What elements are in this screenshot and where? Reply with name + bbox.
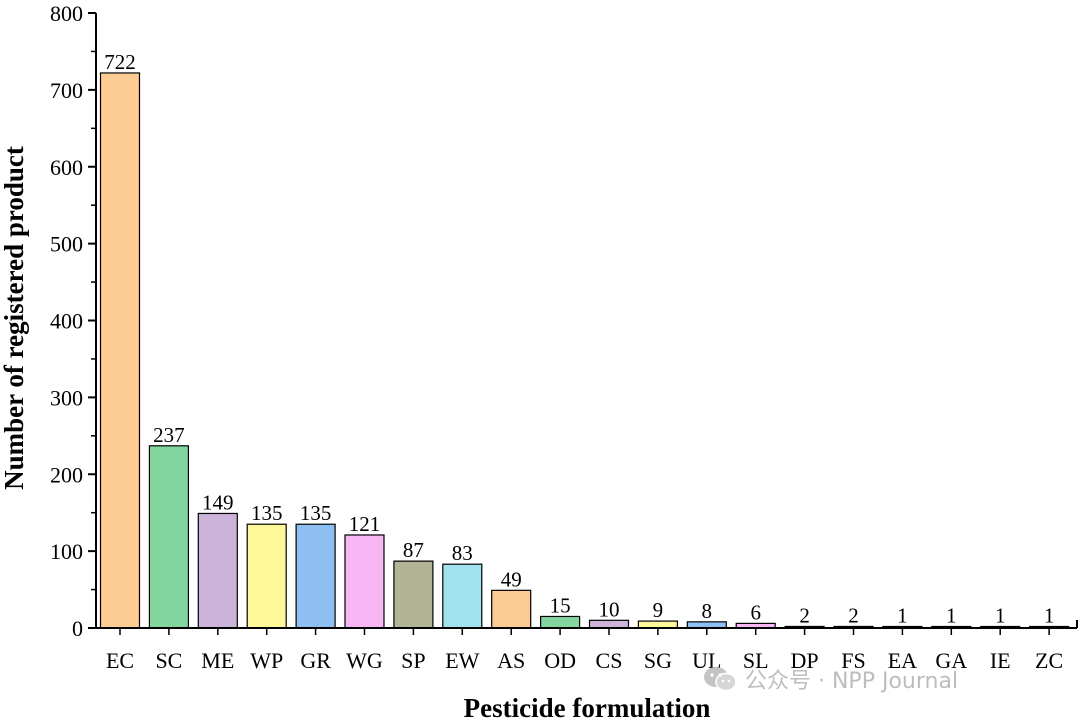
bar-sc <box>148 445 189 629</box>
bar-gr <box>295 523 336 629</box>
x-tick-label-cs: CS <box>596 648 623 673</box>
y-tick-label: 0 <box>72 616 83 641</box>
x-tick-label-ec: EC <box>106 648 134 673</box>
y-tick-label: 500 <box>50 232 83 257</box>
x-tick-label-wg: WG <box>346 648 383 673</box>
x-tick-label-od: OD <box>544 648 576 673</box>
value-label-wp: 135 <box>251 501 283 525</box>
x-tick-label-ew: EW <box>445 648 479 673</box>
x-tick-label-ea: EA <box>888 648 917 673</box>
y-tick-label: 700 <box>50 78 83 103</box>
x-tick-label-sc: SC <box>155 648 182 673</box>
x-tick-label-ie: IE <box>990 648 1011 673</box>
wechat-icon <box>704 667 737 692</box>
value-label-sp: 87 <box>403 538 424 562</box>
value-labels-group: 722 237 149 135 135 121 87 83 49 15 10 9 8 6 2 2 1 1 1 1 <box>104 50 1054 628</box>
x-tick-label-as: AS <box>497 648 525 673</box>
value-label-sc: 237 <box>153 423 185 447</box>
bar-ec <box>99 72 141 629</box>
y-tick-label: 300 <box>50 385 83 410</box>
value-label-ul: 8 <box>702 599 713 623</box>
y-tick-label: 100 <box>50 539 83 564</box>
x-axis-title: Pesticide formulation <box>464 693 711 721</box>
bar-ew <box>442 563 483 629</box>
watermark: 公众号 · NPP Journal <box>703 663 958 695</box>
bar-wg <box>344 534 385 629</box>
bar-as <box>491 589 532 629</box>
value-label-sg: 9 <box>653 598 664 622</box>
value-label-me: 149 <box>202 490 234 514</box>
bar-cs <box>588 619 630 629</box>
value-label-as: 49 <box>501 567 522 591</box>
y-tick-label: 200 <box>50 462 83 487</box>
value-label-ga: 1 <box>946 604 957 628</box>
value-label-cs: 10 <box>599 597 620 621</box>
x-tick-label-fs: FS <box>841 648 865 673</box>
y-axis-title: Number of registered product <box>0 146 29 490</box>
value-label-sl: 6 <box>750 600 761 624</box>
y-tick-label: 800 <box>50 1 83 26</box>
x-tick-label-sp: SP <box>401 648 425 673</box>
x-tick-label-wp: WP <box>250 648 283 673</box>
value-label-wg: 121 <box>349 512 381 536</box>
x-tick-label-gr: GR <box>300 648 331 673</box>
bar-od <box>539 615 581 629</box>
x-tick-label-sl: SL <box>743 648 769 673</box>
y-axis: 0 100 200 300 400 500 600 700 800 <box>50 1 97 641</box>
y-tick-label: 400 <box>50 309 83 334</box>
value-label-ie: 1 <box>995 604 1006 628</box>
value-label-ew: 83 <box>452 541 473 565</box>
value-label-zc: 1 <box>1044 604 1055 628</box>
value-label-gr: 135 <box>300 501 332 525</box>
y-tick-label: 600 <box>50 155 83 180</box>
watermark-text: 公众号 · NPP Journal <box>745 669 959 694</box>
bar-sp <box>393 560 434 629</box>
bar-wp <box>246 523 287 629</box>
x-tick-label-sg: SG <box>644 648 672 673</box>
x-axis: EC SC ME WP GR WG SP EW AS OD CS SG UL SL DP FS EA GA IE ZC <box>96 627 1077 673</box>
x-tick-label-zc: ZC <box>1035 648 1063 673</box>
value-label-ec: 722 <box>104 50 136 74</box>
bar-sg <box>637 620 679 629</box>
value-label-ea: 1 <box>897 604 908 628</box>
value-label-fs: 2 <box>848 603 859 627</box>
value-label-dp: 2 <box>799 603 810 627</box>
x-tick-label-dp: DP <box>791 648 819 673</box>
bar-me <box>197 512 238 629</box>
value-label-od: 15 <box>550 593 571 617</box>
bars-group <box>99 72 1070 629</box>
x-tick-label-ga: GA <box>935 648 967 673</box>
x-tick-label-me: ME <box>201 648 234 673</box>
